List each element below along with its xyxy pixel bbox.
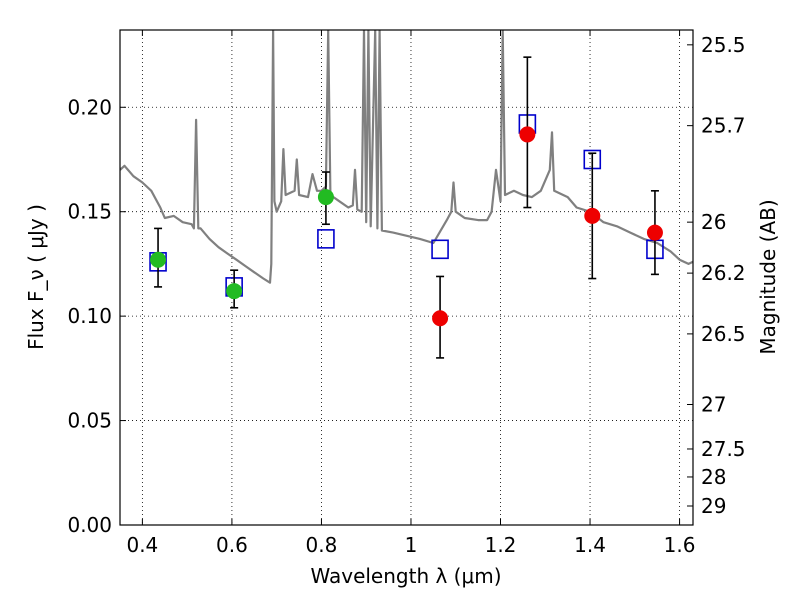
right-tick-label: 29: [701, 494, 726, 518]
axes: 0.4 0.6 0.8 1 1.2 1.4 1.6 0.00 0.05 0.10 0.15 0.20 2…: [67, 30, 746, 557]
plot-frame: [119, 29, 694, 526]
right-tick-label: 27.5: [701, 437, 746, 461]
y-tick-label: 0.00: [67, 513, 112, 537]
detection-point: [519, 126, 536, 143]
detection-point: [317, 189, 334, 206]
right-tick-label: 26.5: [701, 322, 746, 346]
right-tick-label: 25.7: [701, 114, 746, 138]
right-axis-label: Magnitude (AB): [756, 199, 780, 354]
y-tick-label: 0.10: [67, 304, 112, 328]
x-tick-label: 0.6: [216, 533, 248, 557]
right-tick-label: 27: [701, 392, 726, 416]
right-tick-label: 28: [701, 465, 726, 489]
detection-point: [584, 207, 601, 224]
y-tick-label: 0.05: [67, 409, 112, 433]
x-tick-label: 0.8: [306, 533, 338, 557]
detection-point: [646, 224, 663, 241]
x-tick-label: 1.2: [485, 533, 517, 557]
right-tick-label: 26: [701, 210, 726, 234]
x-tick-label: 1: [405, 533, 418, 557]
plot-area: [120, 30, 693, 284]
grid: [120, 30, 693, 526]
markers: [149, 56, 664, 359]
detection-point: [150, 251, 167, 268]
right-tick-label: 26.2: [701, 261, 746, 285]
x-tick-label: 1.6: [664, 533, 696, 557]
y-tick-label: 0.20: [67, 95, 112, 119]
x-tick-label: 1.4: [574, 533, 606, 557]
x-axis-label: Wavelength λ (μm): [310, 564, 501, 588]
detection-point: [226, 283, 243, 300]
y-tick-label: 0.15: [67, 200, 112, 224]
spectrum-line: [120, 30, 693, 284]
model-photometry-square: [431, 239, 449, 260]
y-axis-label: Flux F_ν ( μJy ): [24, 204, 48, 350]
right-tick-label: 25.5: [701, 33, 746, 57]
detection-point: [432, 310, 449, 327]
x-tick-label: 0.4: [126, 533, 158, 557]
model-photometry-square: [317, 229, 335, 249]
